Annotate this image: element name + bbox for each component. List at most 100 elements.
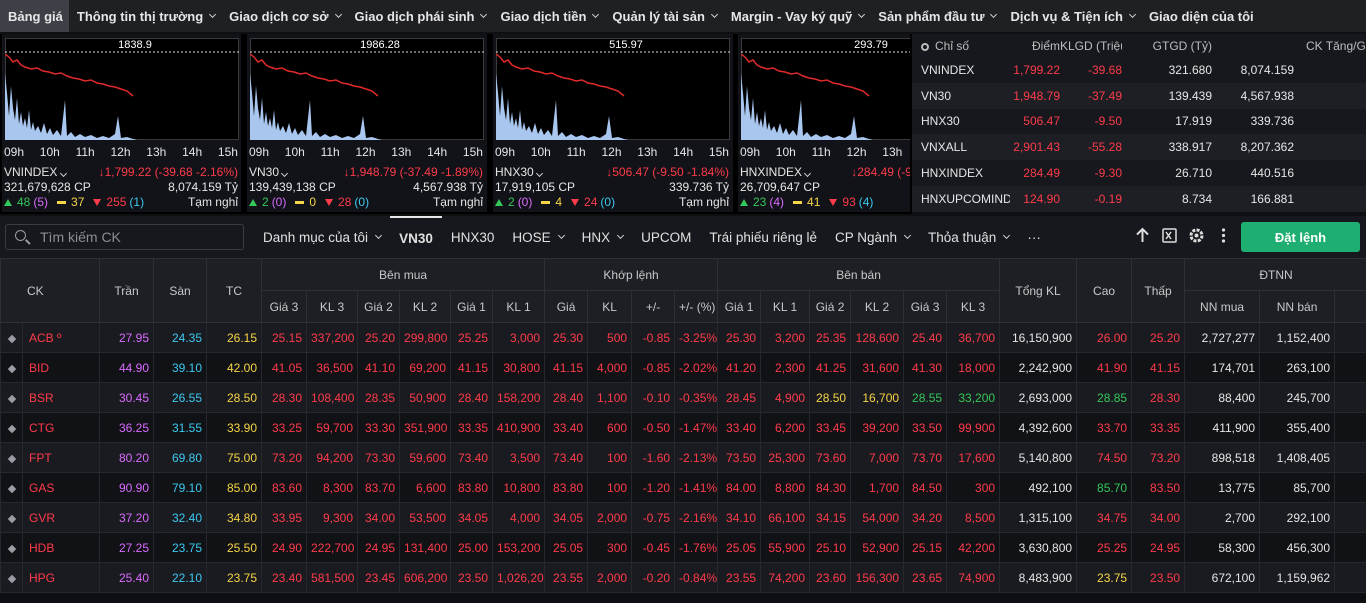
nav-item[interactable]: Giao dịch phái sinh [347,0,493,32]
stock-row[interactable]: BID 44.90 39.10 42.00 41.05 36,500 41.10 69,200… [0,352,1366,383]
cell: 25.40 [99,562,155,593]
index-row[interactable]: VNXALL 2,901.43 -55.28 338.917 8,207.362 [912,134,1366,161]
index-row[interactable]: VN30 1,948.79 -37.49 139.439 4,567.938 [912,82,1366,109]
cell: 1,152,400 [1259,322,1336,353]
pin-icon [7,574,16,583]
pin-icon [7,334,16,343]
header-cell: NN mua [1184,290,1261,323]
header-row: Giá 3 KL 3 Giá 2 KL 2 Giá 1 KL 1 Giá KL +/- +/- (… [1,290,1366,323]
stock-row[interactable]: FPT 80.20 69.80 75.00 73.20 94,200 73.30 59,600… [0,442,1366,473]
cell: 23.50 [450,562,494,593]
cell: 158,200 [492,382,546,413]
nav-item[interactable]: Giao diện của tôi [1141,0,1260,32]
breadth: 2 (0) 4 24 (0) [495,195,615,209]
pin-cell[interactable] [0,532,23,563]
nav-item[interactable]: Quản lý tài sản [604,0,722,32]
stock-row[interactable]: GAS 90.90 79.10 85.00 83.60 8,300 83.70 6,600 83… [0,472,1366,503]
index-change: ↓1,799.22 (-39.68 -2.16%) [98,165,238,179]
pin-cell[interactable] [0,562,23,593]
index-row[interactable]: HNXINDEX 284.49 -9.30 26.710 440.516 [912,160,1366,186]
unchanged-count: 4 [555,195,563,209]
reference-value: 1986.28 [360,39,400,51]
more-icon[interactable] [1215,227,1232,244]
settings-icon[interactable] [1188,227,1205,244]
up-ceiling-count: (4) [769,195,785,209]
time-label: 09h [4,145,25,159]
stock-row[interactable]: ACB º 27.95 24.35 26.15 25.15 337,200 25.20 299… [0,322,1366,353]
cell: 355,400 [1259,412,1336,443]
cell: 42,200 [946,532,1001,563]
card-line: VNINDEX ↓1,799.22 (-39.68 -2.16%) [4,165,238,179]
cell: 25.15 [261,322,308,353]
tab[interactable]: VN30 [390,216,442,258]
stock-row[interactable]: HDB 27.25 23.75 25.50 24.90 222,700 24.95 131,4… [0,532,1366,563]
up-count: 2 [508,195,515,209]
nav-item[interactable]: Giao dịch cơ sở [221,0,346,32]
pin-cell[interactable] [0,472,23,503]
stock-row[interactable]: BSR 30.45 26.55 28.50 28.30 108,400 28.35 50,90… [0,382,1366,413]
reference-value: 1838.9 [118,39,152,51]
tab[interactable]: HOSE [503,216,572,258]
stock-row[interactable]: CTG 36.25 31.55 33.90 33.25 59,700 33.30 351,90… [0,412,1366,443]
time-label: 15h [217,145,238,159]
pin-cell[interactable] [0,322,23,353]
index-card: 293.7909h10h11h12h13h14h15hHNXINDEX ↓284… [738,34,910,212]
search-box[interactable]: Tìm kiếm CK [5,224,244,250]
pin-cell[interactable] [0,442,23,473]
excel-icon[interactable] [1161,227,1178,244]
cell: -2.13% [674,442,719,473]
nav-item[interactable]: Thông tin thị trường [69,0,221,32]
cell: 2,700 [1184,502,1261,533]
scroll-top-icon[interactable] [1134,227,1151,244]
time-label: 11h [566,145,586,159]
tab[interactable]: Thỏa thuận [919,216,1018,258]
nav-item[interactable]: Bảng giá [0,0,69,32]
cell: 84.50 [903,472,948,503]
nav-label: Giao dịch phái sinh [354,8,475,24]
up-icon [249,198,257,206]
card-line: 139,439,138 CP 4,567.938 Tỷ [249,180,483,194]
cell: 8,300 [306,472,359,503]
tab[interactable]: Danh mục của tôi [254,216,390,258]
stock-row[interactable]: HPG 25.40 22.10 23.75 23.40 581,500 23.45 606,2… [0,562,1366,593]
pin-cell[interactable] [0,502,23,533]
tab[interactable]: HNX [573,216,633,258]
nav-label: Giao dịch cơ sở [229,8,329,24]
cell: 23.40 [261,562,308,593]
pin-cell[interactable] [0,382,23,413]
dropdown-chevron [334,10,342,19]
board-body: ACB º 27.95 24.35 26.15 25.15 337,200 25.20 299… [0,322,1366,593]
cell: -0.85 [631,322,676,353]
tab-label: HOSE [512,229,551,245]
cell: 28.40 [450,382,494,413]
index-row[interactable]: HNXUPCOMINDEX 124.90 -0.19 8.734 166.881 [912,185,1366,212]
tab[interactable]: CP Ngành [826,216,919,258]
tab[interactable]: HNX30 [442,216,504,258]
dropdown-chevron [592,10,600,19]
pin-icon [7,454,16,463]
nav-item[interactable]: Margin - Vay ký quỹ [723,0,870,32]
time-label: 09h [495,145,516,159]
cell: 28.40 [544,382,589,413]
nav-item[interactable]: Sản phẩm đầu tư [870,0,1002,32]
time-label: 12h [110,145,131,159]
pin-cell[interactable] [0,352,23,383]
cell: 2,693,000 [999,382,1078,413]
index-row[interactable]: HNX30 506.47 -9.50 17.919 339.736 [912,109,1366,135]
cell: 16,150,900 [999,322,1078,353]
tab[interactable]: ··· [1018,216,1050,258]
nav-item[interactable]: Giao dịch tiền [492,0,604,32]
tab[interactable]: Trái phiếu riêng lẻ [700,216,826,258]
market-status: Tạm nghỉ [678,195,729,209]
tab[interactable]: UPCOM [632,216,700,258]
cell: 28.55 [903,382,948,413]
stock-row[interactable]: GVR 37.20 32.40 34.80 33.95 9,300 34.00 53,500 3… [0,502,1366,533]
pin-cell[interactable] [0,412,23,443]
cell: -0.35% [674,382,719,413]
nav-item[interactable]: Dịch vụ & Tiện ích [1002,0,1140,32]
index-row[interactable]: VNINDEX 1,799.22 -39.68 321.680 8,074.159 [912,57,1366,83]
cell: 25.00 [450,532,494,563]
dropdown-chevron [375,231,383,240]
order-button[interactable]: Đặt lệnh [1241,222,1360,252]
cell: 73.40 [450,442,494,473]
